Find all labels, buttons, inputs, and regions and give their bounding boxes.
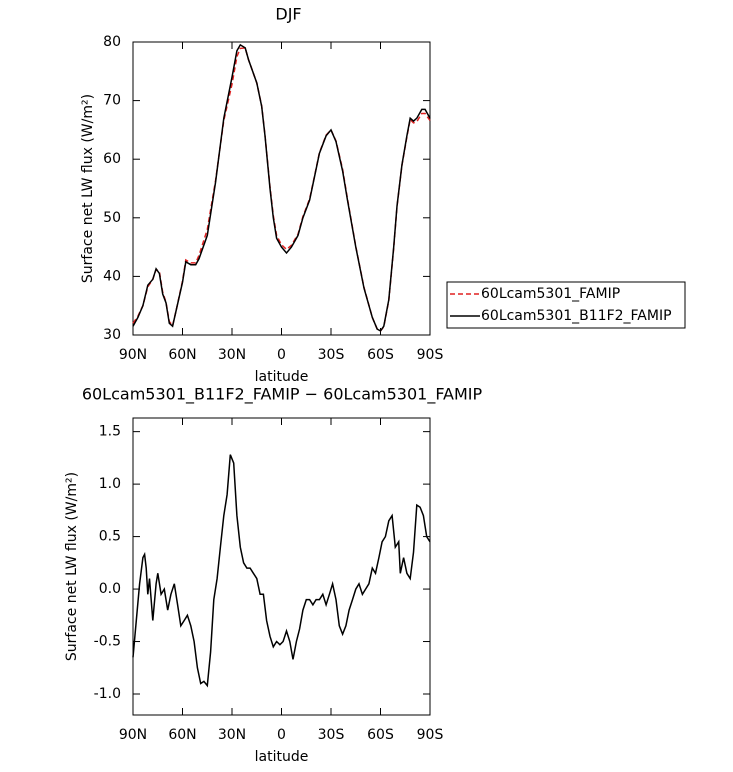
x-tick-label: 90N	[119, 347, 147, 363]
x-tick-label: 60S	[367, 347, 394, 363]
y-tick-label: 1.5	[99, 424, 121, 440]
x-tick-label: 60S	[367, 727, 394, 743]
x-axis-label: latitude	[255, 369, 309, 385]
y-tick-label: 70	[103, 93, 121, 109]
x-axis-label: latitude	[255, 749, 309, 765]
plot-frame	[132, 41, 431, 336]
legend-box	[446, 281, 686, 329]
data-line	[132, 43, 431, 332]
chart-title: DJF	[275, 5, 301, 24]
y-tick-label: 0.0	[99, 581, 121, 597]
y-tick-label: 0.5	[99, 529, 121, 545]
y-tick-label: -0.5	[94, 634, 121, 650]
x-tick-label: 30N	[218, 347, 246, 363]
x-tick-label: 60N	[168, 347, 196, 363]
x-tick-label: 60N	[168, 727, 196, 743]
y-tick-label: -1.0	[94, 686, 121, 702]
y-axis-label: Surface net LW flux (W/m²)	[80, 94, 96, 283]
x-tick-label: 90N	[119, 727, 147, 743]
y-tick-label: 60	[103, 151, 121, 167]
x-tick-label: 30N	[218, 727, 246, 743]
y-tick-label: 40	[103, 268, 121, 284]
y-tick-label: 80	[103, 34, 121, 50]
y-tick-label: 1.0	[99, 476, 121, 492]
data-line	[132, 454, 431, 688]
x-tick-label: 0	[277, 727, 286, 743]
chart-title: 60Lcam5301_B11F2_FAMIP − 60Lcam5301_FAMI…	[82, 385, 483, 405]
legend-label: 60Lcam5301_FAMIP	[481, 286, 620, 302]
x-tick-label: 0	[277, 347, 286, 363]
y-tick-label: 50	[103, 210, 121, 226]
legend-label: 60Lcam5301_B11F2_FAMIP	[481, 308, 672, 324]
plot-frame	[132, 417, 431, 716]
x-tick-label: 90S	[417, 347, 444, 363]
y-axis-label: Surface net LW flux (W/m²)	[64, 472, 80, 661]
data-line	[132, 47, 431, 332]
x-tick-label: 30S	[318, 727, 345, 743]
y-tick-label: 30	[103, 327, 121, 343]
x-tick-label: 90S	[417, 727, 444, 743]
x-tick-label: 30S	[318, 347, 345, 363]
